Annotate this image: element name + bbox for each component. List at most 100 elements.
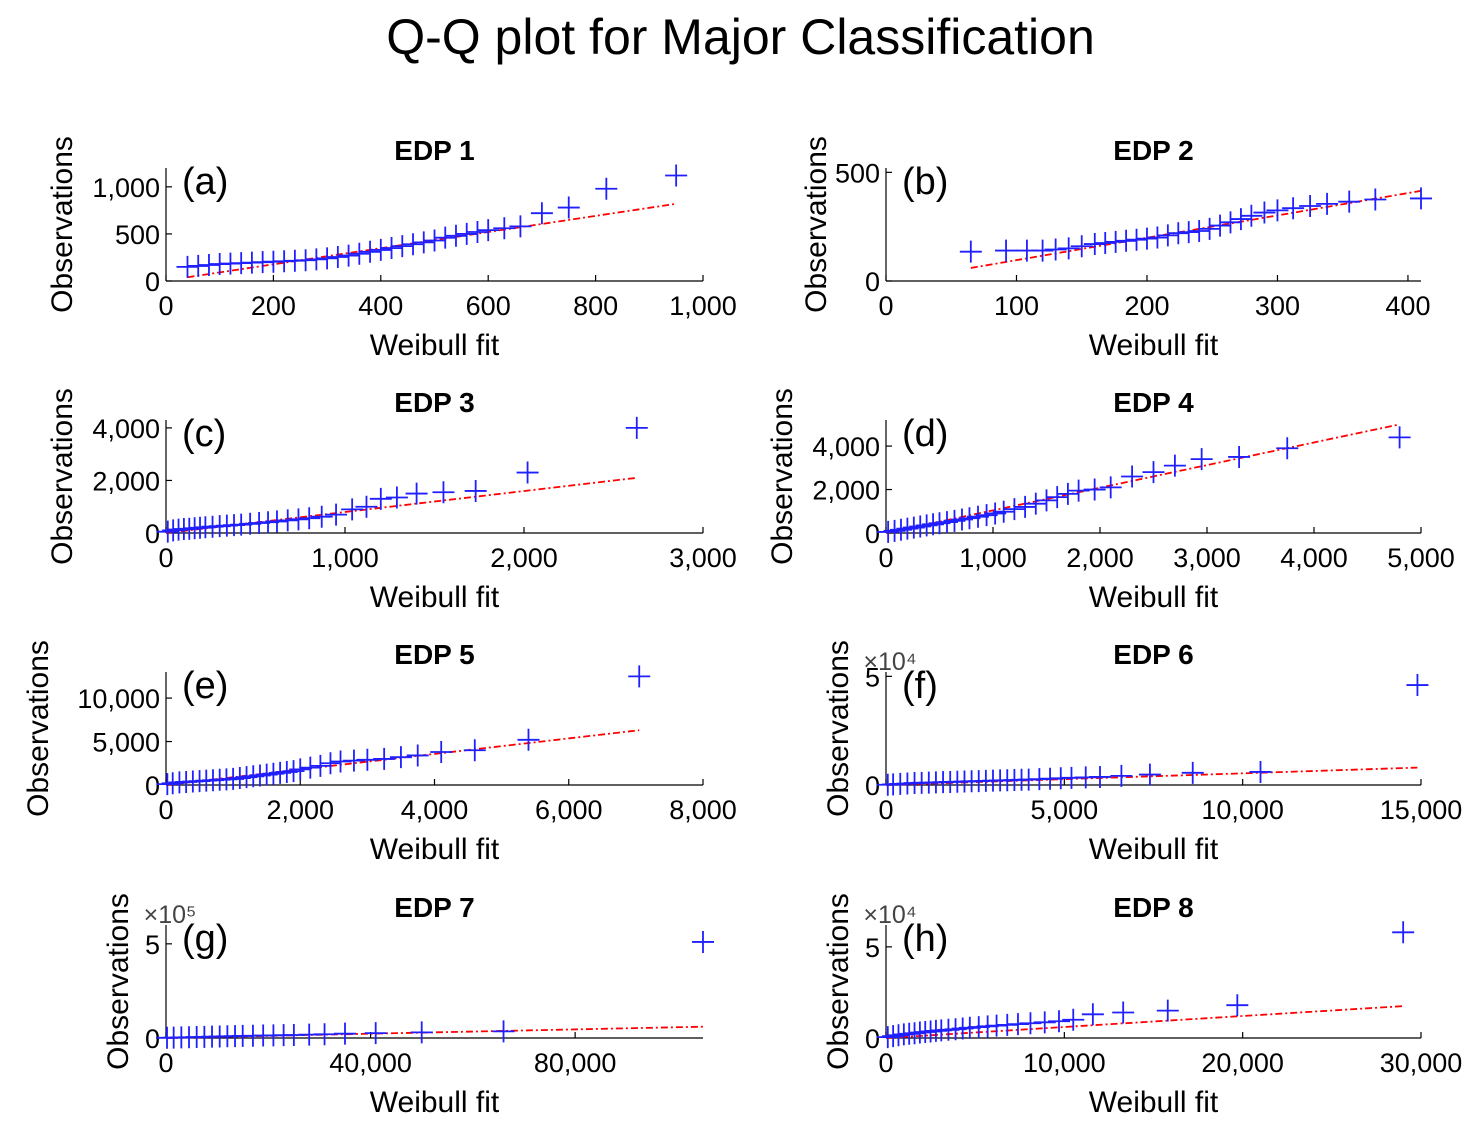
- y-tick-label: 5: [865, 933, 880, 963]
- data-point: [959, 240, 982, 263]
- panel-label: (c): [182, 413, 226, 455]
- data-point: [1099, 476, 1122, 499]
- x-tick-label: 40,000: [329, 1048, 412, 1078]
- data-point: [902, 516, 925, 539]
- data-point: [493, 217, 516, 240]
- x-tick-label: 0: [878, 795, 893, 825]
- data-point: [364, 1022, 387, 1045]
- y-axis-label: Observations: [822, 893, 855, 1070]
- data-point: [1121, 465, 1144, 488]
- data-point: [1067, 479, 1090, 502]
- x-tick-label: 1,000: [959, 543, 1027, 573]
- data-point: [967, 505, 990, 528]
- data-point: [882, 1025, 905, 1048]
- x-tick-label: 0: [878, 291, 893, 321]
- data-point: [1081, 1003, 1104, 1026]
- data-point: [1190, 448, 1213, 471]
- x-tick-label: 600: [466, 291, 511, 321]
- data-point: [1044, 238, 1067, 261]
- fit-line: [885, 1005, 1404, 1039]
- data-point: [1167, 222, 1190, 245]
- y-axis-label: Observations: [766, 388, 799, 565]
- data-point: [1406, 674, 1429, 697]
- data-point: [294, 249, 317, 272]
- data-point: [887, 1024, 910, 1047]
- data-point: [1163, 454, 1186, 477]
- data-point: [876, 1026, 899, 1049]
- data-point: [1198, 217, 1221, 240]
- panel-title: EDP 1: [394, 135, 474, 166]
- data-point: [380, 237, 403, 260]
- panel-label: (f): [902, 665, 938, 707]
- x-tick-label: 2,000: [266, 795, 334, 825]
- data-point: [1046, 486, 1069, 509]
- data-point: [665, 164, 688, 187]
- data-point: [1125, 228, 1148, 251]
- data-point: [423, 229, 446, 252]
- data-point: [463, 739, 486, 762]
- x-axis-label: Weibull fit: [1089, 833, 1219, 866]
- data-point: [1226, 994, 1249, 1017]
- fit-line: [885, 766, 1418, 786]
- data-point: [289, 758, 312, 781]
- panel-label: (d): [902, 413, 948, 455]
- y-tick-label: 4,000: [92, 414, 160, 444]
- x-tick-label: 2,000: [1066, 543, 1134, 573]
- y-tick-label: 500: [115, 220, 160, 250]
- data-point: [1388, 426, 1411, 449]
- data-point: [1056, 482, 1079, 505]
- data-point: [455, 222, 478, 245]
- x-tick-label: 400: [358, 291, 403, 321]
- x-tick-label: 0: [158, 795, 173, 825]
- y-tick-label: 0: [865, 771, 880, 801]
- data-point: [1110, 764, 1133, 787]
- data-point: [1276, 437, 1299, 460]
- x-axis-label: Weibull fit: [370, 833, 500, 866]
- y-axis-label: Observations: [46, 136, 79, 313]
- data-point: [310, 505, 333, 528]
- axis-exponent: ×10⁵: [144, 901, 197, 929]
- y-tick-label: 10,000: [77, 684, 160, 714]
- x-tick-label: 5,000: [1031, 795, 1099, 825]
- data-point: [265, 510, 288, 533]
- panel-title: EDP 3: [394, 387, 474, 418]
- data-point: [316, 247, 339, 270]
- data-point: [896, 517, 919, 540]
- x-axis-label: Weibull fit: [1089, 581, 1219, 614]
- data-point: [1181, 761, 1204, 784]
- qq-panel-1: 0 200 400 600 800 1,000 0 500 1,000 EDP 1 (a) Weibu…: [46, 135, 737, 362]
- data-point: [1031, 239, 1054, 262]
- data-point: [1115, 229, 1138, 252]
- x-tick-label: 10,000: [1201, 795, 1284, 825]
- x-tick-label: 0: [158, 1048, 173, 1078]
- data-point: [984, 502, 1007, 525]
- data-point: [1104, 230, 1127, 253]
- panel-label: (a): [182, 161, 228, 203]
- data-point: [1177, 221, 1200, 244]
- data-point: [1229, 208, 1252, 231]
- data-point: [406, 744, 429, 767]
- data-point: [1035, 489, 1058, 512]
- data-point: [992, 500, 1015, 523]
- x-tick-label: 80,000: [534, 1048, 617, 1078]
- data-point: [434, 226, 457, 249]
- panel-label: (b): [902, 161, 948, 203]
- data-point: [1156, 224, 1179, 247]
- data-point: [299, 756, 322, 779]
- data-point: [410, 1021, 433, 1044]
- data-point: [1228, 445, 1251, 468]
- data-point: [337, 244, 360, 267]
- x-axis-label: Weibull fit: [370, 329, 500, 362]
- y-tick-label: 0: [145, 1024, 160, 1054]
- data-point: [889, 518, 912, 541]
- qq-panel-5: 0 2,000 4,000 6,000 8,000 0 5,000 10,000 EDP 5 (e…: [22, 639, 737, 866]
- y-tick-label: 0: [145, 267, 160, 297]
- data-point: [1240, 204, 1263, 227]
- x-axis-label: Weibull fit: [370, 1086, 500, 1119]
- x-axis-label: Weibull fit: [1089, 1086, 1219, 1119]
- qq-panel-7: 0 40,000 80,000 0 5×10⁵ EDP 7 (g) Weibull fit Ob…: [102, 892, 714, 1119]
- fit-line: [885, 423, 1400, 534]
- data-point: [1219, 211, 1242, 234]
- x-tick-label: 8,000: [669, 795, 737, 825]
- y-tick-label: 0: [145, 771, 160, 801]
